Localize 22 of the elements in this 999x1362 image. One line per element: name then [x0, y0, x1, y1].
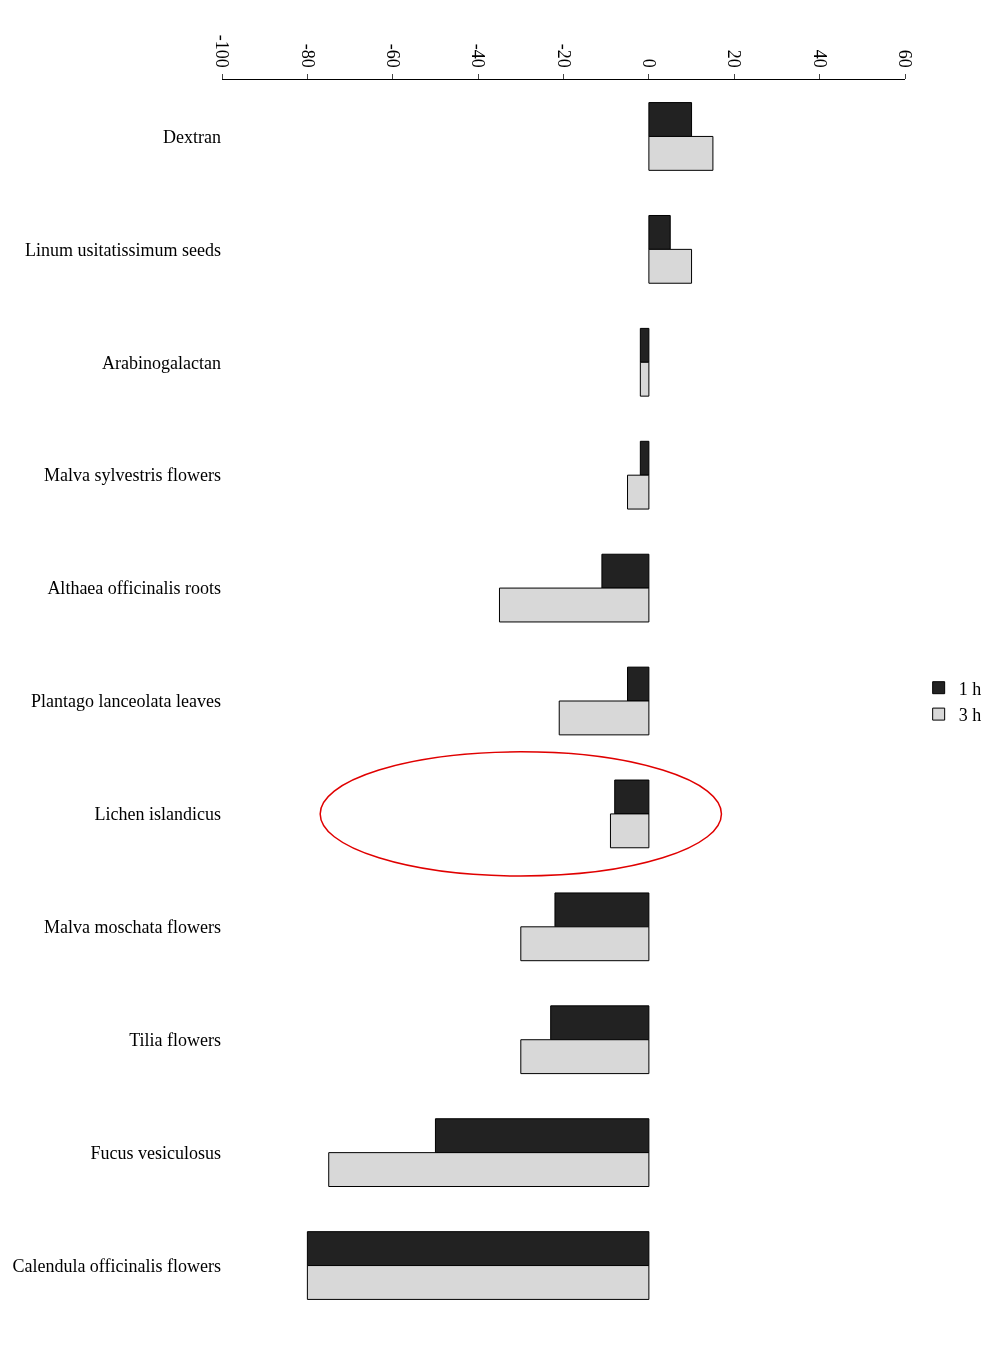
- x-tick-label: -80: [297, 43, 318, 68]
- y-tick-label: Dextran: [163, 126, 221, 147]
- y-tick-label: Malva moschata flowers: [44, 917, 221, 938]
- y-tick-label: Fucus vesiculosus: [90, 1142, 221, 1163]
- y-tick-label: Althaea officinalis roots: [47, 578, 221, 599]
- legend-label: 3 h: [958, 705, 982, 726]
- y-tick-label: Tilia flowers: [129, 1030, 221, 1051]
- legend-label: 1 h: [958, 678, 982, 699]
- x-tick-label: 20: [724, 49, 745, 68]
- x-tick-label: -40: [468, 43, 489, 68]
- x-tick-label: 0: [639, 58, 660, 68]
- y-tick-label: Linum usitatissimum seeds: [25, 239, 221, 260]
- x-tick-label: 60: [895, 49, 916, 68]
- x-tick-label: -20: [553, 43, 574, 68]
- y-tick-label: Lichen islandicus: [94, 804, 221, 825]
- x-tick-label: 40: [809, 49, 830, 68]
- x-tick-label: -100: [212, 34, 233, 68]
- y-tick-label: Malva sylvestris flowers: [44, 465, 221, 486]
- y-tick-label: Calendula officinalis flowers: [12, 1255, 221, 1276]
- y-tick-label: Plantago lanceolata leaves: [31, 691, 221, 712]
- y-tick-label: Arabinogalactan: [102, 352, 221, 373]
- x-tick-label: -60: [382, 43, 403, 68]
